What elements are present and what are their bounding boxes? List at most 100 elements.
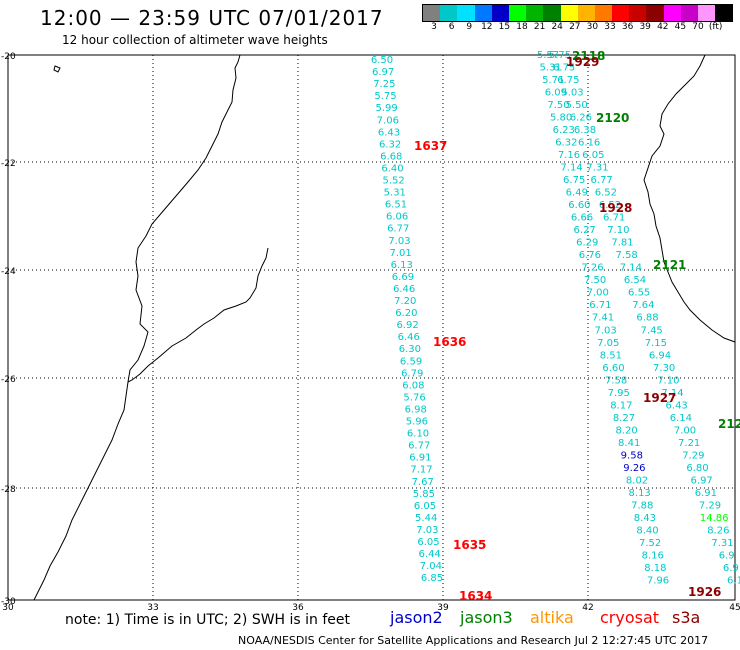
wave-height-value: 6.85 xyxy=(421,573,443,584)
africa-coastline xyxy=(33,54,241,601)
wave-height-value: 5.75 xyxy=(374,91,396,102)
wave-height-value: 6.60 xyxy=(568,200,590,211)
longitude-tick: 42 xyxy=(582,603,593,613)
wave-height-value: 7.31 xyxy=(711,538,733,549)
page-title: 12:00 — 23:59 UTC 07/01/2017 xyxy=(40,6,384,30)
wave-height-value: 6.26 xyxy=(570,113,592,124)
wave-height-value: 6.76 xyxy=(579,250,601,261)
wave-height-value: 6.75 xyxy=(563,175,585,186)
wave-height-value: 8.13 xyxy=(629,488,651,499)
wave-height-value: 8.41 xyxy=(618,438,640,449)
wave-height-value: 7.14 xyxy=(620,263,642,274)
scale-label: 42 xyxy=(657,22,669,32)
scale-swatch xyxy=(663,5,681,21)
wave-height-value: 6.06 xyxy=(386,212,408,223)
wave-height-value: 6.55 xyxy=(628,288,650,299)
wave-height-value: 6.71 xyxy=(603,213,625,224)
wave-height-value: 7.26 xyxy=(581,263,603,274)
wave-height-value: 6.08 xyxy=(402,380,424,391)
pass-time-label: 2120 xyxy=(596,111,629,125)
wave-height-value: 5.99 xyxy=(376,103,398,114)
scale-label: 3 xyxy=(431,22,437,32)
wave-height-value: 6.23 xyxy=(553,125,575,136)
wave-height-value: 6.75 xyxy=(557,75,579,86)
pass-time-label: 1634 xyxy=(459,589,492,603)
scale-swatch xyxy=(560,5,578,21)
africa-coastline-upper xyxy=(127,247,269,383)
scale-swatch xyxy=(680,5,698,21)
pass-time-label: 1928 xyxy=(599,201,632,215)
wave-height-value: 8.17 xyxy=(610,400,632,411)
wave-height-value: 6.9 xyxy=(723,563,739,574)
scale-swatch xyxy=(646,5,664,21)
coastline xyxy=(33,54,736,601)
wave-height-value: 7.95 xyxy=(608,388,630,399)
satellite-track-west: 6.506.977.255.755.997.066.436.326.686.40… xyxy=(371,55,443,584)
wave-height-value: 5.71 xyxy=(542,75,564,86)
wave-height-value: 6.10 xyxy=(407,429,429,440)
wave-height-value: 14.86 xyxy=(700,513,729,524)
wave-height-value: 7.03 xyxy=(388,236,410,247)
scale-label: 15 xyxy=(498,22,511,32)
wave-height-value: 7.20 xyxy=(394,296,416,307)
credit-line: NOAA/NESDIS Center for Satellite Applica… xyxy=(238,634,709,647)
wave-height-value: 6.27 xyxy=(574,225,596,236)
latitude-labels: -20 -22 -24 -26 -28 -30 xyxy=(1,52,16,607)
pass-time-label: 1635 xyxy=(453,538,486,552)
longitude-tick: 33 xyxy=(147,603,158,613)
wave-height-value: 8.16 xyxy=(642,550,664,561)
wave-height-value: 7.45 xyxy=(641,325,663,336)
scale-label: 12 xyxy=(481,22,493,32)
wave-height-value: 6.68 xyxy=(380,151,402,162)
legend-altika: altika xyxy=(530,608,574,627)
wave-height-value: 7.01 xyxy=(389,248,411,259)
wave-height-value: 7.25 xyxy=(373,79,395,90)
wave-height-value: 6.05 xyxy=(417,537,439,548)
wave-height-value: 6.52 xyxy=(595,188,617,199)
wave-height-value: 6.80 xyxy=(686,463,708,474)
wave-height-value: 5.96 xyxy=(406,417,428,428)
wave-height-value: 7.04 xyxy=(420,561,442,572)
scale-swatch xyxy=(440,5,458,21)
pass-time-label: 1636 xyxy=(433,335,466,349)
wave-height-value: 6.20 xyxy=(395,308,417,319)
wave-height-value: 6.32 xyxy=(555,138,577,149)
wave-height-value: 6.52 xyxy=(599,200,621,211)
scale-swatch xyxy=(491,5,509,21)
wave-height-value: 7.00 xyxy=(587,288,609,299)
scale-swatch xyxy=(508,5,527,21)
scale-swatch xyxy=(629,5,647,21)
pass-time-label: 1927 xyxy=(643,391,676,405)
wave-height-value: 6.1 xyxy=(727,575,740,586)
wave-height-value: 7.50 xyxy=(584,275,606,286)
wave-height-value: 6.43 xyxy=(666,400,688,411)
wave-height-value: 6.05 xyxy=(582,150,604,161)
wave-height-value: 6.38 xyxy=(574,125,596,136)
wave-height-value: 7.58 xyxy=(616,250,638,261)
wave-height-value: 6.77 xyxy=(387,224,409,235)
wave-height-value: 8.02 xyxy=(626,475,648,486)
longitude-tick: 30 xyxy=(2,603,14,613)
longitude-tick: 45 xyxy=(729,603,740,613)
scale-label: 30 xyxy=(586,22,599,32)
longitude-tick: 36 xyxy=(292,603,304,613)
wave-height-value: 6.05 xyxy=(414,501,436,512)
wave-height-value: 6.44 xyxy=(419,549,441,560)
wave-height-value: 7.10 xyxy=(607,225,629,236)
legend-cryosat: cryosat xyxy=(600,608,660,627)
pass-time-label: 1929 xyxy=(566,55,599,69)
latitude-tick: -28 xyxy=(1,485,16,495)
wave-height-value: 7.41 xyxy=(592,313,614,324)
latitude-tick: -26 xyxy=(1,375,16,385)
wave-height-value: 7.29 xyxy=(682,450,704,461)
wave-height-value: 5.85 xyxy=(413,489,435,500)
wave-height-value: 5.52 xyxy=(382,176,404,187)
wave-height-value: 5.50 xyxy=(566,100,588,111)
wave-height-value: 6.59 xyxy=(400,356,422,367)
wave-height-value: 6.77 xyxy=(591,175,613,186)
wave-height-value: 7.16 xyxy=(558,150,580,161)
scale-swatch xyxy=(715,5,733,21)
satellite-track-east: 5.575.755.316.755.716.756.095.037.505.50… xyxy=(537,50,740,586)
